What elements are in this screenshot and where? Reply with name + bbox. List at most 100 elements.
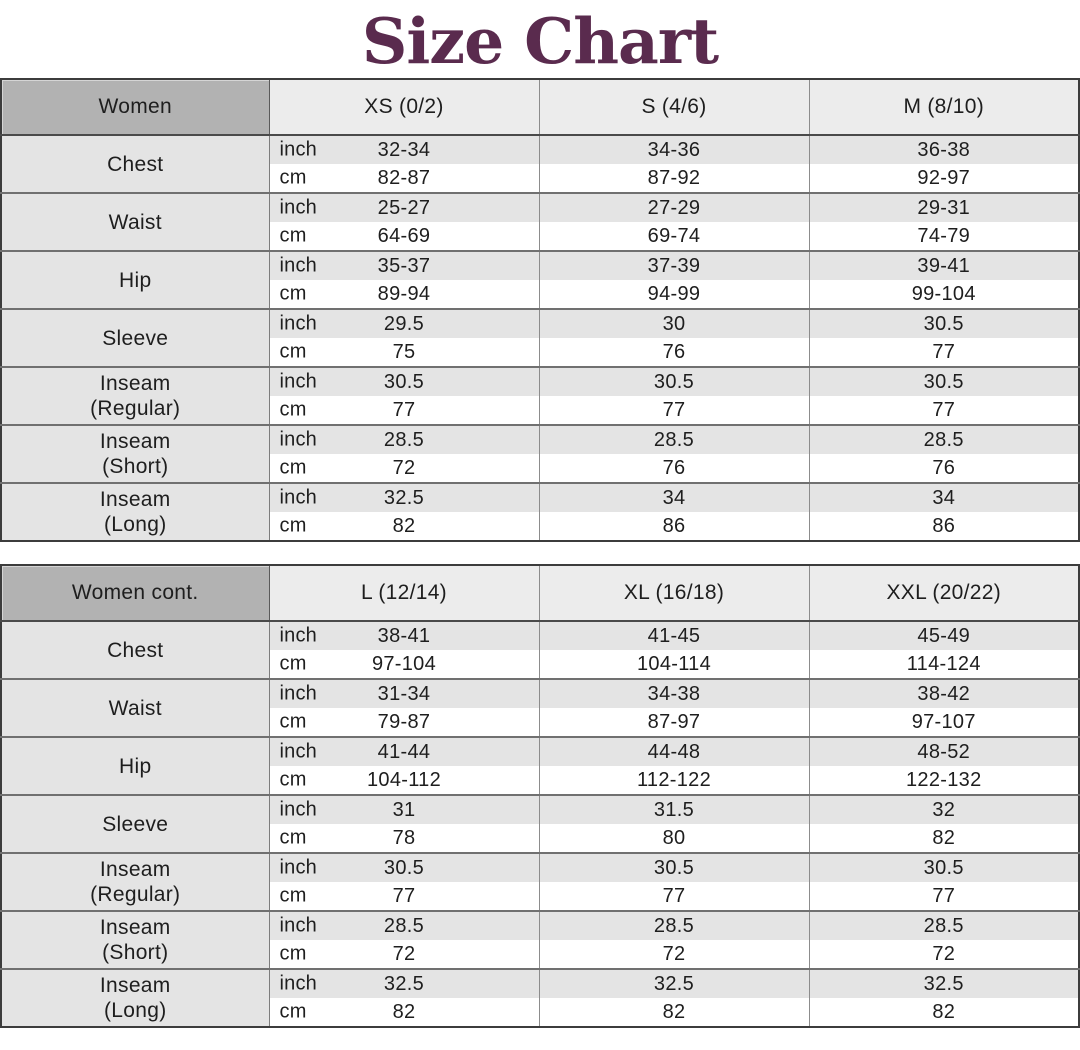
size-value-cell: cm 89-94 (268, 280, 539, 309)
size-value-cell: 32.5 (808, 968, 1079, 998)
unit-label: cm (279, 710, 307, 733)
size-value-cell: 28.5 (808, 424, 1079, 454)
page-title: Size Chart (361, 4, 719, 78)
size-value-cell: 41-45 (538, 620, 809, 650)
measurement-label: Inseam (Long) (1, 482, 270, 541)
size-value: 75 (392, 340, 416, 363)
table-row: Hip inch 35-37 37-39 39-41 (1, 250, 1079, 309)
size-value: 32.5 (383, 486, 425, 509)
measurement-sublabel-text: (Long) (103, 513, 167, 536)
size-value-cell: cm 82-87 (268, 164, 539, 193)
table-row: Waist inch 31-34 34-38 38-42 (1, 678, 1079, 737)
size-value-cell: inch 32.5 (268, 482, 539, 512)
measurement-label-text: Inseam (99, 916, 171, 939)
unit-label: inch (279, 196, 317, 219)
measurement-label: Chest (1, 134, 270, 193)
table-row: Inseam (Regular) inch 30.5 30.5 30.5 (1, 366, 1079, 425)
unit-label: cm (279, 514, 307, 537)
table-row: cm 82 86 86 (1, 512, 1079, 541)
size-value-cell: inch 38-41 (268, 620, 539, 650)
size-value-cell: 37-39 (538, 250, 809, 280)
size-value: 97-104 (371, 652, 437, 675)
table-row: cm 79-87 87-97 97-107 (1, 708, 1079, 737)
size-value-cell: cm 82 (268, 512, 539, 541)
unit-label: cm (279, 942, 307, 965)
table-row: cm 64-69 69-74 74-79 (1, 222, 1079, 251)
unit-label: cm (279, 826, 307, 849)
size-value: 78 (392, 826, 416, 849)
unit-label: inch (279, 486, 317, 509)
measurement-label: Inseam (Regular) (1, 366, 270, 425)
size-value-cell: 97-107 (808, 708, 1079, 737)
size-value: 31 (392, 798, 416, 821)
table-row: cm 77 77 77 (1, 882, 1079, 911)
size-value-cell: inch 30.5 (268, 366, 539, 396)
size-value: 25-27 (377, 196, 431, 219)
size-value-cell: inch 25-27 (268, 192, 539, 222)
size-value-cell: 32.5 (538, 968, 809, 998)
size-value-cell: 30.5 (808, 366, 1079, 396)
measurement-label-text: Inseam (99, 488, 171, 511)
measurement-label: Hip (1, 736, 270, 795)
measurement-label: Inseam (Short) (1, 910, 270, 969)
size-value-cell: 28.5 (538, 424, 809, 454)
table-row: Inseam (Regular) inch 30.5 30.5 30.5 (1, 852, 1079, 911)
size-value-cell: 76 (808, 454, 1079, 483)
size-value: 82 (392, 1000, 416, 1023)
size-value-cell: 114-124 (808, 650, 1079, 679)
size-value-cell: inch 31-34 (268, 678, 539, 708)
unit-label: cm (279, 652, 307, 675)
measurement-label: Inseam (Regular) (1, 852, 270, 911)
size-value: 32-34 (377, 138, 431, 161)
size-value-cell: 86 (808, 512, 1079, 541)
measurement-label: Chest (1, 620, 270, 679)
size-header-s: S (4/6) (538, 79, 809, 136)
size-value: 89-94 (377, 282, 431, 305)
measurement-sublabel-text: (Short) (102, 941, 169, 964)
size-value-cell: 77 (808, 396, 1079, 425)
size-value-cell: cm 78 (268, 824, 539, 853)
table-row: cm 82-87 87-92 92-97 (1, 164, 1079, 193)
size-header-xxl: XXL (20/22) (808, 565, 1079, 622)
unit-label: cm (279, 398, 307, 421)
table-row: cm 82 82 82 (1, 998, 1079, 1027)
measurement-label-text: Hip (119, 754, 152, 778)
unit-label: cm (279, 1000, 307, 1023)
size-value-cell: inch 31 (268, 794, 539, 824)
size-value-cell: 77 (808, 338, 1079, 367)
unit-label: cm (279, 282, 307, 305)
measurement-label-text: Chest (107, 152, 164, 176)
table-row: cm 89-94 94-99 99-104 (1, 280, 1079, 309)
table-row: Sleeve inch 31 31.5 32 (1, 794, 1079, 853)
size-value: 41-44 (377, 740, 431, 763)
unit-label: inch (279, 856, 317, 879)
size-value-cell: 77 (538, 396, 809, 425)
size-value-cell: 36-38 (808, 134, 1079, 164)
unit-label: inch (279, 972, 317, 995)
size-header-l: L (12/14) (268, 565, 539, 622)
size-value: 79-87 (377, 710, 431, 733)
size-value-cell: 39-41 (808, 250, 1079, 280)
measurement-label-text: Chest (107, 638, 164, 662)
unit-label: inch (279, 370, 317, 393)
table-row: Waist inch 25-27 27-29 29-31 (1, 192, 1079, 251)
size-value-cell: 104-114 (538, 650, 809, 679)
measurement-label-text: Waist (108, 696, 162, 720)
table-corner-label: Women cont. (1, 565, 270, 622)
table-row: cm 104-112 112-122 122-132 (1, 766, 1079, 795)
size-value-cell: 77 (538, 882, 809, 911)
unit-label: inch (279, 138, 317, 161)
size-table-women-cont: Women cont. L (12/14) XL (16/18) XXL (20… (0, 564, 1080, 1028)
header-row: Women cont. L (12/14) XL (16/18) XXL (20… (1, 565, 1079, 622)
size-value-cell: cm 104-112 (268, 766, 539, 795)
size-value-cell: 80 (538, 824, 809, 853)
measurement-label: Inseam (Long) (1, 968, 270, 1027)
table-row: cm 78 80 82 (1, 824, 1079, 853)
size-value: 82-87 (377, 166, 431, 189)
size-header-xs: XS (0/2) (268, 79, 539, 136)
measurement-label: Waist (1, 192, 270, 251)
size-value: 38-41 (377, 624, 431, 647)
size-value-cell: cm 97-104 (268, 650, 539, 679)
measurement-label: Sleeve (1, 794, 270, 853)
